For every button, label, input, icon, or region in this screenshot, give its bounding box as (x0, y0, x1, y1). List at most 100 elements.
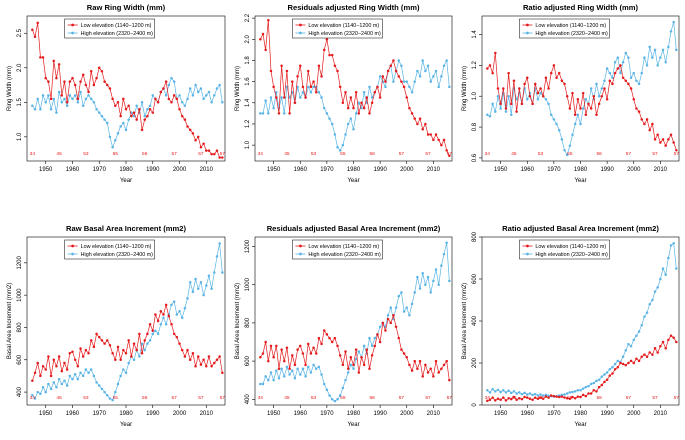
data-point-high (592, 381, 596, 385)
data-point-low (653, 138, 657, 141)
data-point-high (31, 104, 34, 108)
data-point-low (218, 156, 221, 159)
data-point-high (629, 76, 633, 79)
data-point-high (178, 94, 181, 97)
data-point-high (194, 83, 197, 87)
data-point-high (320, 96, 323, 99)
data-point-low (320, 342, 323, 346)
x-tick-label: 1950 (267, 167, 281, 173)
chart-panel-2: Residuals adjusted Ring Width (mm) 1950 19… (235, 3, 452, 184)
data-point-low (568, 107, 572, 110)
legend-swatch-point (71, 23, 75, 27)
x-tick-label: 1960 (521, 167, 535, 173)
data-point-low (518, 87, 521, 90)
data-point-low (560, 79, 564, 83)
y-tick-label: 0 (472, 403, 478, 407)
data-point-high (186, 97, 189, 101)
data-point-low (84, 348, 88, 352)
data-point-high (188, 280, 192, 284)
data-point-high (87, 94, 90, 97)
data-point-high (285, 365, 289, 369)
data-point-low (635, 107, 638, 110)
data-point-high (55, 385, 58, 389)
data-point-high (151, 94, 155, 97)
data-point-high (280, 367, 283, 370)
data-point-low (280, 64, 283, 67)
data-point-high (215, 255, 219, 258)
sample-count-label: 55 (567, 151, 573, 157)
data-point-low (36, 361, 39, 365)
data-point-high (325, 388, 329, 391)
x-tick-label: 2010 (200, 167, 214, 173)
data-point-low (312, 80, 315, 83)
data-point-high (667, 45, 670, 49)
data-point-high (36, 97, 39, 101)
x-tick-label: 1970 (547, 411, 561, 417)
x-tick-label: 2000 (627, 167, 641, 173)
data-point-high (354, 112, 358, 115)
legend-label: High elevation (2320−2400 m) (81, 31, 154, 37)
data-point-high (191, 94, 195, 97)
data-point-low (81, 73, 85, 76)
data-point-high (106, 394, 109, 397)
data-point-low (402, 85, 406, 89)
data-point-high (76, 101, 80, 104)
data-point-low (349, 96, 353, 99)
x-tick-label: 1980 (119, 411, 133, 417)
data-point-high (651, 298, 654, 302)
data-point-low (565, 94, 569, 98)
data-point-high (589, 87, 593, 90)
data-point-high (60, 101, 64, 104)
chart-panel-5: Residuals adjusted Basal Area Increment … (235, 224, 452, 428)
data-point-high (143, 348, 146, 352)
chart-title: Raw Ring Width (mm) (87, 3, 166, 12)
data-point-high (264, 375, 267, 378)
data-point-low (108, 343, 112, 347)
x-tick-label: 1980 (347, 167, 361, 173)
data-point-high (221, 101, 224, 104)
y-tick-label: 2.0 (17, 63, 23, 72)
data-point-low (600, 383, 604, 387)
data-point-low (288, 112, 291, 115)
data-point-low (523, 82, 526, 86)
data-point-low (416, 122, 419, 126)
data-point-low (629, 359, 633, 363)
data-point-low (643, 122, 646, 126)
data-point-high (55, 111, 58, 114)
data-point-low (186, 348, 189, 352)
data-point-low (280, 348, 283, 351)
data-point-low (587, 102, 590, 106)
data-point-low (544, 395, 548, 398)
data-point-high (504, 391, 508, 394)
data-point-high (328, 394, 331, 397)
data-point-high (531, 393, 534, 397)
data-point-high (288, 96, 291, 99)
data-point-high (301, 367, 305, 370)
data-point-low (613, 71, 617, 75)
data-point-low (309, 352, 313, 355)
data-point-low (442, 363, 446, 367)
data-point-low (267, 18, 270, 22)
data-point-high (608, 71, 612, 75)
data-point-high (304, 375, 307, 378)
data-point-low (669, 334, 673, 337)
sample-count-label: 53 (311, 395, 317, 401)
data-point-low (130, 355, 133, 358)
data-point-low (667, 338, 670, 342)
data-point-low (378, 340, 382, 344)
data-point-low (283, 96, 286, 99)
data-point-high (448, 279, 451, 283)
data-point-high (442, 64, 446, 67)
plot-frame (481, 236, 680, 406)
data-point-high (536, 98, 540, 101)
data-point-high (624, 51, 628, 55)
data-point-high (162, 316, 165, 320)
data-point-low (221, 156, 224, 159)
data-point-high (547, 102, 550, 106)
data-point-high (499, 107, 502, 110)
data-point-low (523, 395, 526, 399)
data-point-low (97, 66, 101, 70)
data-point-high (613, 61, 617, 64)
data-point-high (643, 315, 646, 319)
plot-frame (26, 236, 226, 406)
